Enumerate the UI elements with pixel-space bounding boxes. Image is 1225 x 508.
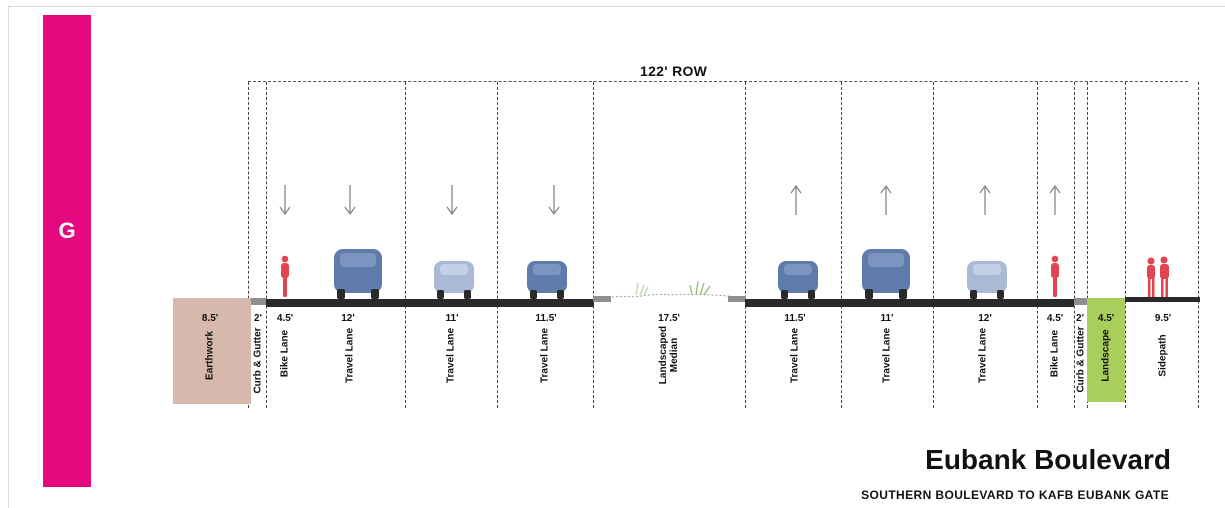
- up-arrow-icon: [1049, 184, 1061, 215]
- car-icon: [434, 261, 474, 299]
- diagram-title: Eubank Boulevard: [925, 444, 1171, 475]
- divider-line: [1125, 82, 1126, 408]
- segment-label: Curb & Gutter: [1075, 326, 1087, 393]
- divider-line: [405, 82, 406, 408]
- divider-line: [1087, 82, 1088, 408]
- segment-width: 17.5': [658, 313, 680, 324]
- segment-width: 12': [341, 313, 355, 324]
- segment-width: 4.5': [276, 313, 294, 324]
- earthwork-block: [173, 298, 251, 404]
- row-label: 122' ROW: [640, 63, 708, 79]
- cyclist-icon: [281, 255, 289, 297]
- divider-line: [1074, 82, 1075, 408]
- median-curb-east: [728, 296, 746, 302]
- down-arrow-icon: [344, 185, 356, 216]
- down-arrow-icon: [446, 185, 458, 216]
- segment-width: 4.5': [1046, 313, 1064, 324]
- car-icon: [527, 261, 567, 299]
- car-icon: [862, 249, 910, 299]
- diagram-subtitle: SOUTHERN BOULEVARD TO KAFB EUBANK GATE: [861, 488, 1169, 502]
- car-icon: [967, 261, 1007, 299]
- segment-label: Earthwork: [204, 331, 216, 380]
- segment-width: 4.5': [1097, 313, 1115, 324]
- segment-label: Landscaped Median: [658, 325, 680, 385]
- down-arrow-icon: [279, 185, 291, 216]
- pedestrians-icon: [1147, 256, 1169, 298]
- segment-width: 9.5': [1154, 313, 1172, 324]
- segment-width: 2': [1076, 313, 1084, 324]
- up-arrow-icon: [880, 184, 892, 215]
- divider-line: [266, 82, 267, 408]
- curb-gutter-west: [251, 298, 266, 305]
- sidepath-surface: [1125, 297, 1200, 302]
- divider-line: [745, 82, 746, 408]
- segment-width: 11.5': [784, 313, 806, 324]
- segment-label: Travel Lane: [789, 327, 801, 384]
- car-icon: [778, 261, 818, 299]
- divider-line: [593, 82, 594, 408]
- segment-label: Travel Lane: [881, 327, 893, 384]
- segment-label: Bike Lane: [279, 329, 291, 378]
- segment-width: 12': [978, 313, 992, 324]
- segment-label: Sidepath: [1157, 334, 1169, 377]
- landscape-block: [1087, 298, 1125, 402]
- segment-width: 11': [445, 313, 459, 324]
- median-curb-west: [593, 296, 611, 302]
- up-arrow-icon: [979, 184, 991, 215]
- cyclist-icon: [1051, 255, 1059, 297]
- car-icon: [334, 249, 382, 299]
- divider-line: [1037, 82, 1038, 408]
- divider-line: [933, 82, 934, 408]
- up-arrow-icon: [790, 184, 802, 215]
- divider-line: [497, 82, 498, 408]
- segment-label: Bike Lane: [1049, 329, 1061, 378]
- frame-left-border: [8, 6, 9, 508]
- segment-label: Travel Lane: [344, 327, 356, 384]
- divider-line: [248, 82, 249, 408]
- segment-label: Travel Lane: [977, 327, 989, 384]
- segment-width: 11': [880, 313, 894, 324]
- divider-line: [841, 82, 842, 408]
- median-plants-icon: [600, 280, 738, 300]
- divider-line: [1198, 82, 1199, 408]
- curb-gutter-east: [1074, 298, 1087, 305]
- down-arrow-icon: [548, 185, 560, 216]
- segment-label: Landscape: [1100, 329, 1112, 382]
- pavement-west: [266, 299, 594, 307]
- segment-label: Curb & Gutter: [252, 327, 264, 394]
- section-letter: G: [58, 218, 76, 243]
- segment-width: 11.5': [535, 313, 557, 324]
- row-dimension-line: [248, 81, 1188, 82]
- segment-width: 8.5': [201, 313, 219, 324]
- frame-top-border: [8, 6, 1225, 7]
- segment-label: Travel Lane: [445, 327, 457, 384]
- segment-width: 2': [254, 313, 262, 324]
- segment-label: Travel Lane: [539, 327, 551, 384]
- pavement-east: [745, 299, 1074, 307]
- section-letter-bar: G: [43, 15, 91, 487]
